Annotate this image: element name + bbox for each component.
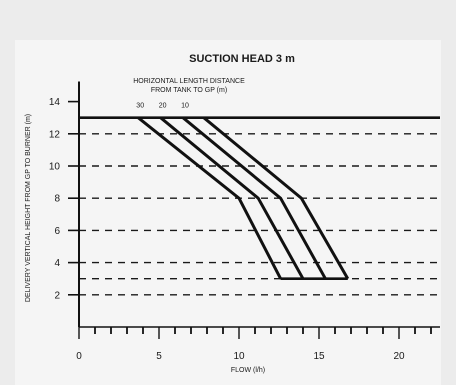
x-axis-label: FLOW (l/h): [231, 367, 265, 374]
chart-subtitle-line-2: FROM TANK TO GP (m): [151, 87, 227, 94]
series-line-outer: [202, 116, 350, 280]
dashed-gridlines: [79, 133, 440, 296]
y-tick-label-8: 8: [54, 194, 60, 205]
series-label-20: 20: [159, 103, 167, 110]
series-lines: [137, 116, 350, 281]
x-tick-label-20: 20: [393, 351, 405, 362]
chart-title: SUCTION HEAD 3 m: [189, 53, 295, 65]
series-label-10: 10: [181, 103, 189, 110]
series-line-20: [159, 116, 305, 280]
tick-labels: 2 4 6 8 10 12 14 0 5 10 15 20 30 20 10: [49, 97, 405, 362]
y-tick-label-10: 10: [49, 162, 61, 173]
y-tick-label-14: 14: [49, 97, 61, 108]
y-tick-label-12: 12: [49, 129, 61, 140]
series-label-30: 30: [136, 103, 144, 110]
y-tick-label-6: 6: [54, 226, 60, 237]
x-tick-label-0: 0: [76, 351, 82, 362]
y-tick-label-2: 2: [54, 290, 60, 301]
x-tick-label-5: 5: [156, 351, 162, 362]
y-axis-label: DELIVERY VERTICAL HEIGHT FROM GP TO BURN…: [25, 114, 32, 302]
x-tick-label-15: 15: [313, 351, 325, 362]
x-tick-label-10: 10: [233, 351, 245, 362]
y-tick-label-4: 4: [54, 258, 60, 269]
series-line-30: [137, 116, 282, 280]
series-line-10: [182, 116, 327, 280]
chart-subtitle-line-1: HORIZONTAL LENGTH DISTANCE: [133, 78, 245, 85]
